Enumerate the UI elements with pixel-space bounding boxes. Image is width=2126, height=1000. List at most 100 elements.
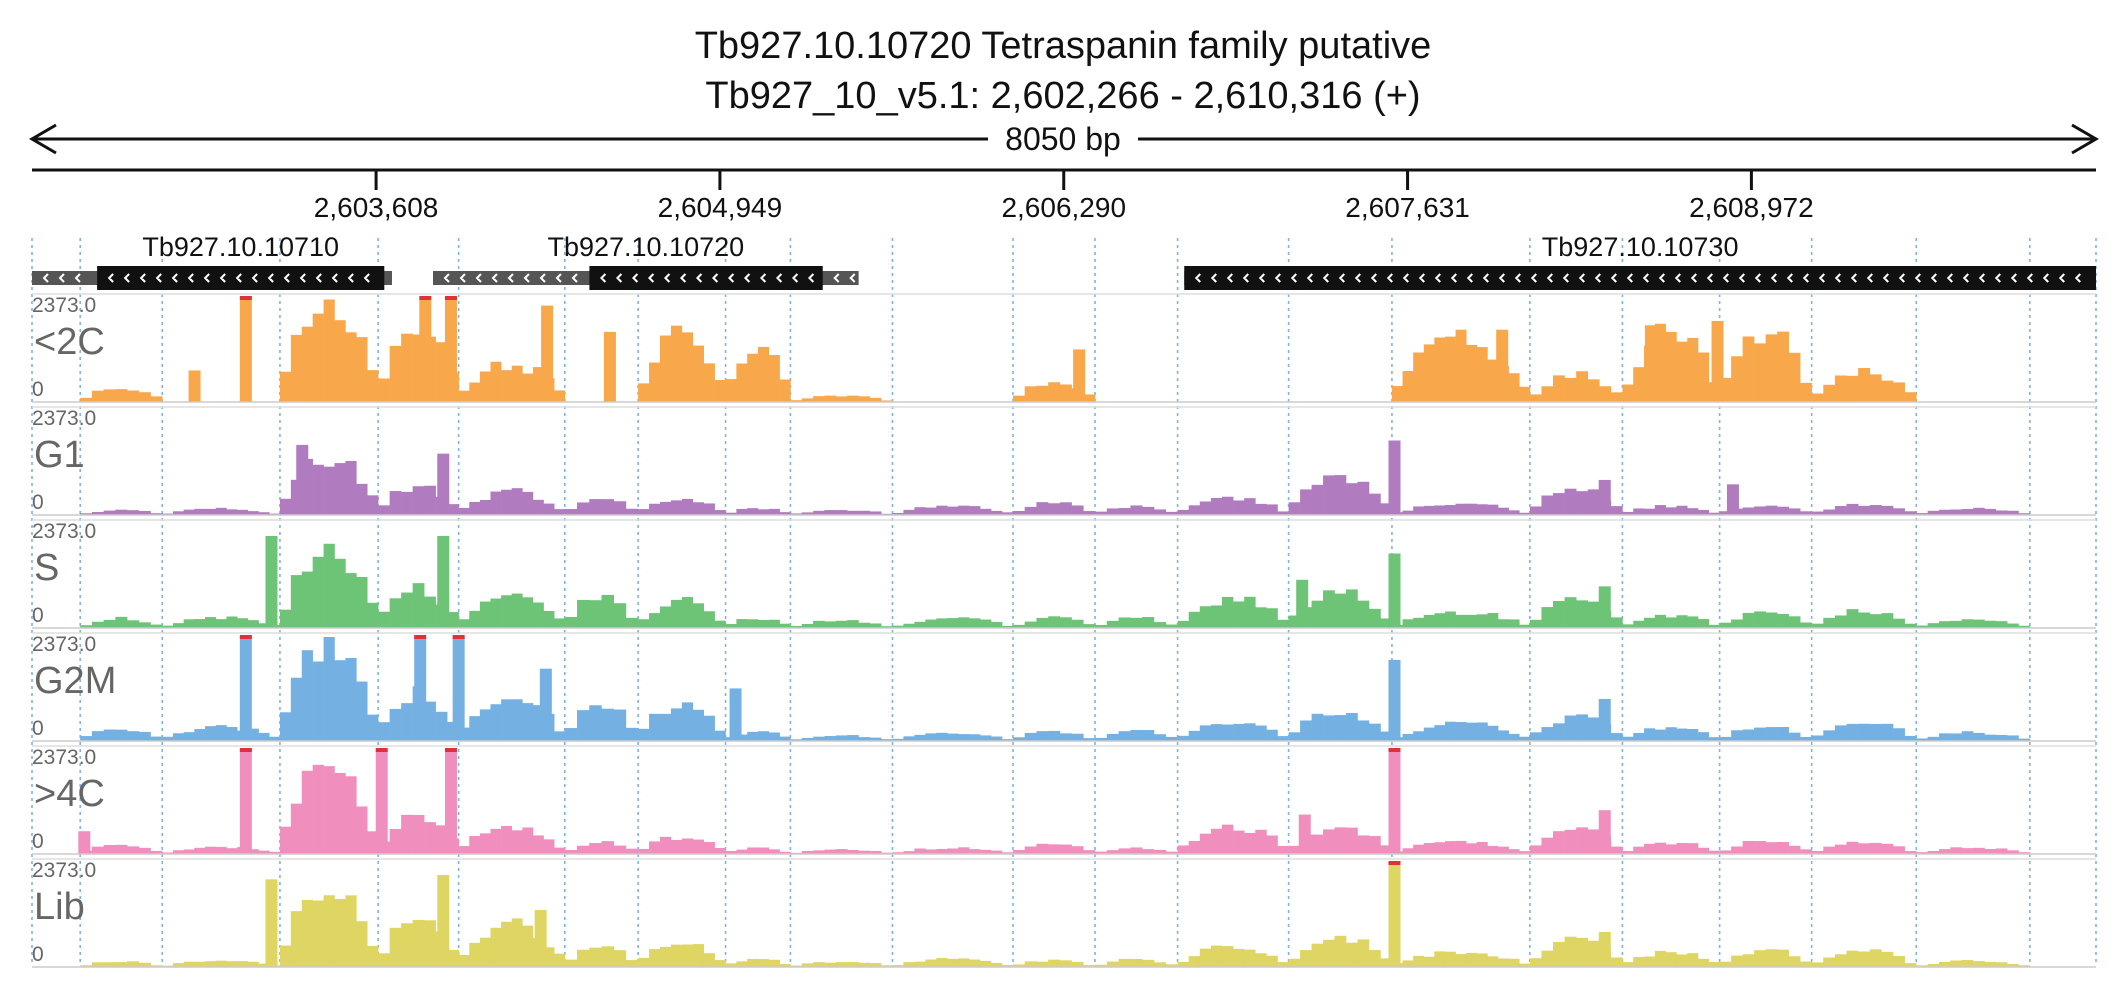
coverage-bar bbox=[813, 962, 825, 967]
coverage-bars bbox=[80, 635, 2031, 741]
coverage-bar bbox=[1346, 942, 1358, 967]
coverage-bar bbox=[1731, 619, 1743, 628]
coverage-bar bbox=[279, 826, 292, 854]
coverage-bar bbox=[215, 619, 227, 628]
coverage-bar bbox=[2007, 735, 2019, 741]
gene-model[interactable]: Tb927.10.10720 bbox=[433, 232, 859, 290]
coverage-spike bbox=[414, 637, 427, 741]
track-ymin-label: 0 bbox=[32, 604, 44, 627]
coverage-bar bbox=[301, 326, 313, 402]
coverage-bar bbox=[80, 965, 93, 967]
coverage-bar bbox=[1541, 950, 1554, 967]
coverage-bar bbox=[323, 299, 335, 402]
coverage-bar bbox=[554, 390, 566, 402]
coverage-bar bbox=[757, 509, 770, 515]
coverage-bar bbox=[1777, 506, 1789, 515]
coverage-bar bbox=[345, 573, 357, 628]
coverage-bar bbox=[1698, 509, 1710, 515]
coverage-bar bbox=[1995, 510, 2008, 515]
gene-label: Tb927.10.10720 bbox=[547, 232, 744, 262]
coverage-bar bbox=[1199, 948, 1212, 967]
coverage-bar bbox=[1002, 739, 1014, 741]
coverage-bar bbox=[914, 507, 926, 515]
track-ymax-label: 2373.0 bbox=[32, 520, 96, 543]
coverage-bar bbox=[279, 609, 292, 628]
coverage-bar bbox=[290, 911, 303, 967]
strand-chevrons bbox=[42, 273, 81, 283]
coverage-bar bbox=[1118, 508, 1131, 515]
coverage-bar bbox=[1130, 617, 1143, 628]
coverage-bar bbox=[554, 731, 566, 741]
coverage-bar bbox=[1633, 732, 1645, 741]
coverage-bar bbox=[659, 501, 672, 515]
coverage-bar bbox=[747, 508, 759, 515]
coverage-bar bbox=[725, 379, 737, 402]
coverage-bar bbox=[205, 617, 217, 628]
coverage-bar bbox=[936, 618, 948, 628]
coverage-bar bbox=[681, 838, 694, 854]
coverage-bar bbox=[824, 849, 837, 854]
coverage-bar bbox=[479, 371, 491, 402]
coverage-bar bbox=[138, 622, 151, 628]
coverage-bar bbox=[1698, 619, 1710, 628]
coverage-bar bbox=[1698, 958, 1710, 967]
coverage-bar bbox=[1402, 371, 1414, 402]
coverage-bar bbox=[1708, 737, 1720, 741]
coverage-bar bbox=[479, 601, 491, 628]
coverage-bar bbox=[1413, 955, 1425, 967]
coverage-bar bbox=[1455, 503, 1467, 515]
coverage-bar bbox=[714, 620, 726, 628]
coverage-bar bbox=[1846, 609, 1859, 628]
track-name-label: G2M bbox=[34, 660, 116, 702]
coverage-bar bbox=[835, 510, 848, 515]
coverage-bar bbox=[1961, 509, 1974, 515]
coverage-bar bbox=[1665, 727, 1677, 741]
coverage-bar bbox=[1266, 729, 1278, 741]
coverage-bar bbox=[980, 960, 992, 967]
coverage-bar bbox=[1002, 625, 1014, 628]
coverage-bar bbox=[1368, 493, 1381, 515]
coverage-bar bbox=[1130, 729, 1143, 741]
coverage-bar bbox=[1423, 505, 1435, 515]
coverage-spike bbox=[419, 298, 432, 402]
coverage-bar bbox=[1644, 508, 1656, 515]
coverage-bar bbox=[367, 495, 379, 515]
coverage-bar bbox=[1012, 849, 1025, 854]
coverage-bar bbox=[1255, 953, 1267, 967]
coverage-bar bbox=[1199, 606, 1212, 628]
coverage-bar bbox=[1834, 844, 1847, 854]
coverage-bar bbox=[958, 958, 970, 967]
coverage-bar bbox=[1654, 729, 1666, 741]
coverage-bar bbox=[1277, 736, 1289, 741]
coverage-bar bbox=[1476, 614, 1488, 628]
coverage-bar bbox=[1731, 356, 1743, 402]
coverage-bar bbox=[1024, 732, 1037, 741]
gene-model[interactable]: Tb927.10.10730 bbox=[1184, 232, 2096, 290]
coverage-bar bbox=[1881, 613, 1894, 628]
coverage-bar bbox=[1610, 506, 1623, 515]
coverage-bar bbox=[1048, 730, 1061, 741]
coverage-bar bbox=[1357, 939, 1370, 967]
coverage-bar bbox=[824, 962, 837, 967]
coverage-bar bbox=[725, 963, 737, 967]
coverage-bar bbox=[1498, 507, 1509, 515]
coverage-bar bbox=[892, 625, 904, 628]
coverage-spike bbox=[534, 910, 547, 967]
coverage-bar bbox=[1869, 614, 1882, 628]
coverage-bar bbox=[1095, 851, 1108, 854]
coverage-bar bbox=[1083, 738, 1096, 741]
coverage-bar bbox=[1311, 484, 1324, 515]
coverage-bar bbox=[501, 825, 513, 854]
coverage-bar bbox=[127, 961, 140, 967]
clipped-marker bbox=[375, 748, 388, 752]
coverage-bar bbox=[1742, 840, 1755, 854]
coordinate-axis: 2,603,608 2,604,949 2,606,290 2,607,631 2,60… bbox=[32, 168, 2096, 223]
coverage-bar bbox=[892, 965, 904, 967]
coverage-bar bbox=[1402, 510, 1414, 515]
coverage-bar bbox=[659, 713, 672, 741]
coverage-bar bbox=[1961, 960, 1974, 967]
gene-model[interactable]: Tb927.10.10710 bbox=[32, 232, 392, 290]
coverage-bar bbox=[1368, 836, 1381, 854]
coverage-bar bbox=[625, 617, 639, 628]
